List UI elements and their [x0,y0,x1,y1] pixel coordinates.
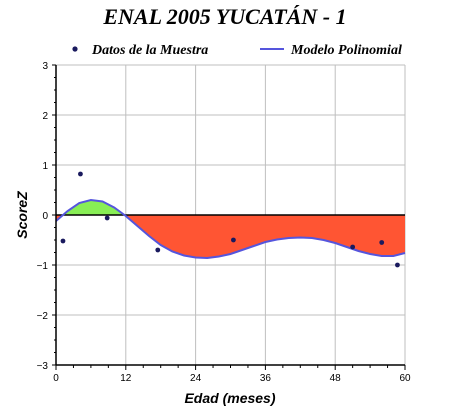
y-tick-label: 1 [42,161,48,172]
data-point [78,171,83,177]
y-tick-label: 3 [42,61,48,72]
data-point [395,262,400,268]
x-tick-label: 24 [190,373,202,384]
negative-area [124,215,406,258]
y-tick-label: 0 [42,211,48,222]
x-tick-label: 60 [399,373,411,384]
x-tick-label: 12 [120,373,132,384]
x-tick-label: 48 [330,373,342,384]
data-point [350,244,356,250]
y-tick-label: −1 [37,261,49,272]
x-axis-label: Edad (meses) [184,390,275,406]
legend-curve-label: Modelo Polinomial [290,43,402,58]
data-point [60,238,66,244]
x-tick-label: 0 [53,373,59,384]
data-point [104,215,110,221]
legend: Datos de la Muestra Modelo Polinomial [72,43,402,58]
polynomial-curve [55,198,406,260]
y-tick-label: −2 [37,311,49,322]
data-point [379,240,385,245]
legend-points-marker [72,46,78,52]
y-tick-label: −3 [37,361,49,372]
x-tick-label: 36 [260,373,272,384]
legend-points-label: Datos de la Muestra [91,43,208,58]
points-layer [60,171,400,268]
data-point [231,237,236,243]
y-axis-label: ScoreZ [14,191,30,239]
chart-title: ENAL 2005 YUCATÁN - 1 [102,4,346,29]
data-point [155,247,161,253]
y-tick-label: 2 [42,111,48,122]
curve-layer [55,198,406,260]
